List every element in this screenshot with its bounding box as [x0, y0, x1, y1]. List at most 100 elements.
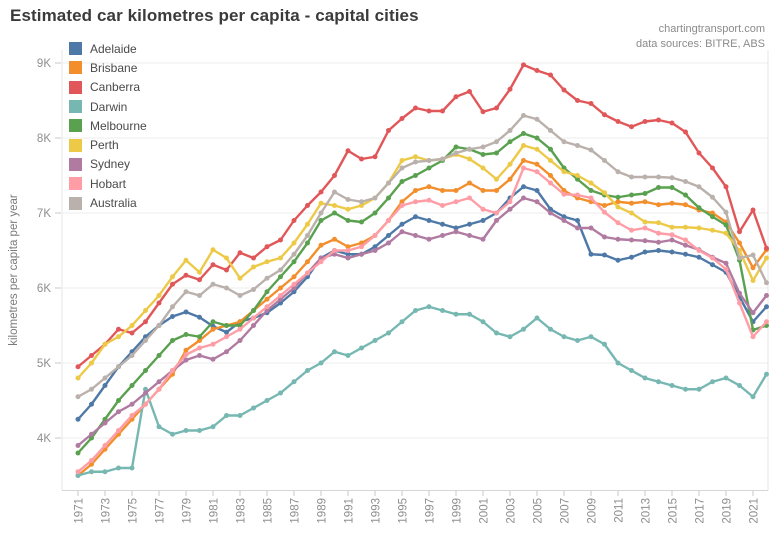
- y-tick-label: 9K: [37, 58, 51, 70]
- x-tick-label-1975: 1975: [128, 498, 140, 524]
- data-point-perth-1977: [156, 293, 162, 298]
- data-point-adelaide-2016: [683, 251, 688, 257]
- data-point-sydney-1994: [386, 240, 391, 246]
- legend-item-darwin: Darwin: [69, 97, 147, 116]
- data-point-australia-2015: [669, 175, 675, 181]
- data-point-canberra-1990: [332, 173, 337, 178]
- data-point-canberra-1997: [426, 108, 432, 114]
- legend-swatch-adelaide: [69, 42, 82, 56]
- data-point-canberra-2014: [656, 117, 661, 123]
- data-point-darwin-1975: [129, 465, 135, 471]
- data-point-australia-1977: [156, 323, 162, 328]
- data-point-australia-1999: [453, 150, 459, 156]
- data-point-sydney-2003: [507, 206, 513, 212]
- watermark-site: chartingtransport.com: [658, 23, 765, 35]
- data-point-perth-2012: [629, 210, 634, 216]
- data-point-perth-1990: [332, 203, 337, 208]
- x-tick-label-2001: 2001: [479, 498, 491, 524]
- data-point-melbourne-2015: [669, 185, 675, 190]
- data-point-darwin-1988: [305, 368, 310, 373]
- data-point-adelaide-2007: [561, 214, 567, 220]
- data-point-melbourne-1990: [332, 210, 337, 216]
- data-point-australia-2000: [467, 146, 472, 152]
- data-point-canberra-1991: [345, 148, 351, 154]
- legend-swatch-darwin: [69, 100, 82, 114]
- data-point-australia-1986: [278, 267, 283, 273]
- data-point-darwin-2020: [737, 383, 742, 388]
- data-point-sydney-1971: [75, 443, 81, 448]
- data-point-sydney-2000: [467, 233, 472, 238]
- data-point-hobart-2005: [534, 169, 540, 175]
- data-point-brisbane-2016: [683, 202, 688, 208]
- data-point-darwin-1978: [170, 431, 175, 437]
- data-point-perth-2001: [480, 165, 486, 171]
- data-point-sydney-1997: [426, 236, 432, 242]
- data-point-brisbane-1999: [453, 188, 459, 193]
- data-point-australia-1976: [143, 338, 148, 343]
- data-point-canberra-1980: [197, 277, 202, 283]
- data-point-melbourne-2019: [723, 222, 729, 228]
- legend-item-melbourne: Melbourne: [69, 116, 147, 135]
- data-point-hobart-1982: [224, 334, 229, 340]
- data-point-adelaide-2004: [521, 184, 526, 190]
- data-point-hobart-1986: [278, 293, 283, 298]
- data-point-hobart-1993: [372, 233, 378, 238]
- data-point-perth-1972: [89, 360, 94, 366]
- data-point-canberra-2013: [642, 119, 648, 124]
- series-line-melbourne: [76, 132, 768, 455]
- data-point-perth-1983: [237, 275, 243, 281]
- data-point-canberra-2001: [480, 109, 486, 115]
- data-point-canberra-2007: [561, 87, 567, 93]
- series-line-darwin: [76, 305, 768, 477]
- data-point-sydney-2015: [669, 237, 675, 243]
- data-point-brisbane-2012: [629, 200, 634, 206]
- data-point-sydney-1992: [359, 251, 364, 257]
- legend-label-adelaide: Adelaide: [90, 41, 137, 56]
- y-tick-label: 7K: [37, 208, 51, 220]
- x-tick-label-1973: 1973: [101, 498, 113, 524]
- data-point-australia-2016: [683, 179, 688, 184]
- data-point-canberra-2021: [750, 207, 756, 213]
- data-point-perth-1989: [318, 200, 324, 206]
- data-point-darwin-1998: [440, 308, 445, 313]
- data-point-hobart-1971: [75, 469, 81, 475]
- data-point-australia-1982: [224, 285, 229, 291]
- data-point-hobart-2016: [683, 237, 688, 243]
- x-tick-label-1985: 1985: [263, 498, 275, 524]
- data-point-canberra-1996: [413, 105, 418, 111]
- data-point-sydney-2020: [737, 290, 742, 296]
- data-point-darwin-2010: [602, 341, 607, 347]
- data-point-canberra-2008: [575, 98, 580, 103]
- data-point-adelaide-1995: [399, 221, 405, 227]
- data-point-australia-2003: [507, 128, 513, 133]
- data-point-australia-1998: [440, 156, 445, 162]
- data-point-canberra-2019: [723, 184, 729, 190]
- data-point-darwin-1990: [332, 349, 337, 355]
- data-point-perth-2014: [656, 220, 661, 226]
- series-line-canberra: [76, 63, 768, 368]
- data-point-hobart-2021: [750, 334, 756, 340]
- data-point-australia-1981: [210, 281, 216, 287]
- data-point-hobart-1976: [143, 401, 148, 407]
- series-line-hobart: [76, 166, 768, 473]
- data-point-canberra-1978: [170, 281, 175, 287]
- data-point-sydney-1983: [237, 338, 243, 343]
- data-point-brisbane-1987: [291, 274, 297, 280]
- data-point-darwin-2018: [710, 379, 715, 385]
- data-point-perth-2008: [575, 173, 580, 178]
- data-point-australia-1983: [237, 293, 243, 298]
- data-point-darwin-2012: [629, 368, 634, 373]
- legend-label-brisbane: Brisbane: [90, 60, 138, 75]
- legend-swatch-brisbane: [69, 61, 82, 75]
- data-point-sydney-2005: [534, 199, 540, 205]
- data-point-hobart-2004: [521, 165, 526, 171]
- data-point-canberra-1989: [318, 189, 324, 195]
- data-point-sydney-1998: [440, 233, 445, 238]
- data-point-brisbane-2013: [642, 199, 648, 205]
- data-point-australia-1994: [386, 180, 391, 186]
- data-point-hobart-2002: [494, 210, 499, 216]
- data-point-sydney-1991: [345, 255, 351, 261]
- data-point-adelaide-1978: [170, 314, 175, 319]
- x-tick-label-2011: 2011: [614, 498, 626, 523]
- data-point-canberra-2012: [629, 124, 634, 130]
